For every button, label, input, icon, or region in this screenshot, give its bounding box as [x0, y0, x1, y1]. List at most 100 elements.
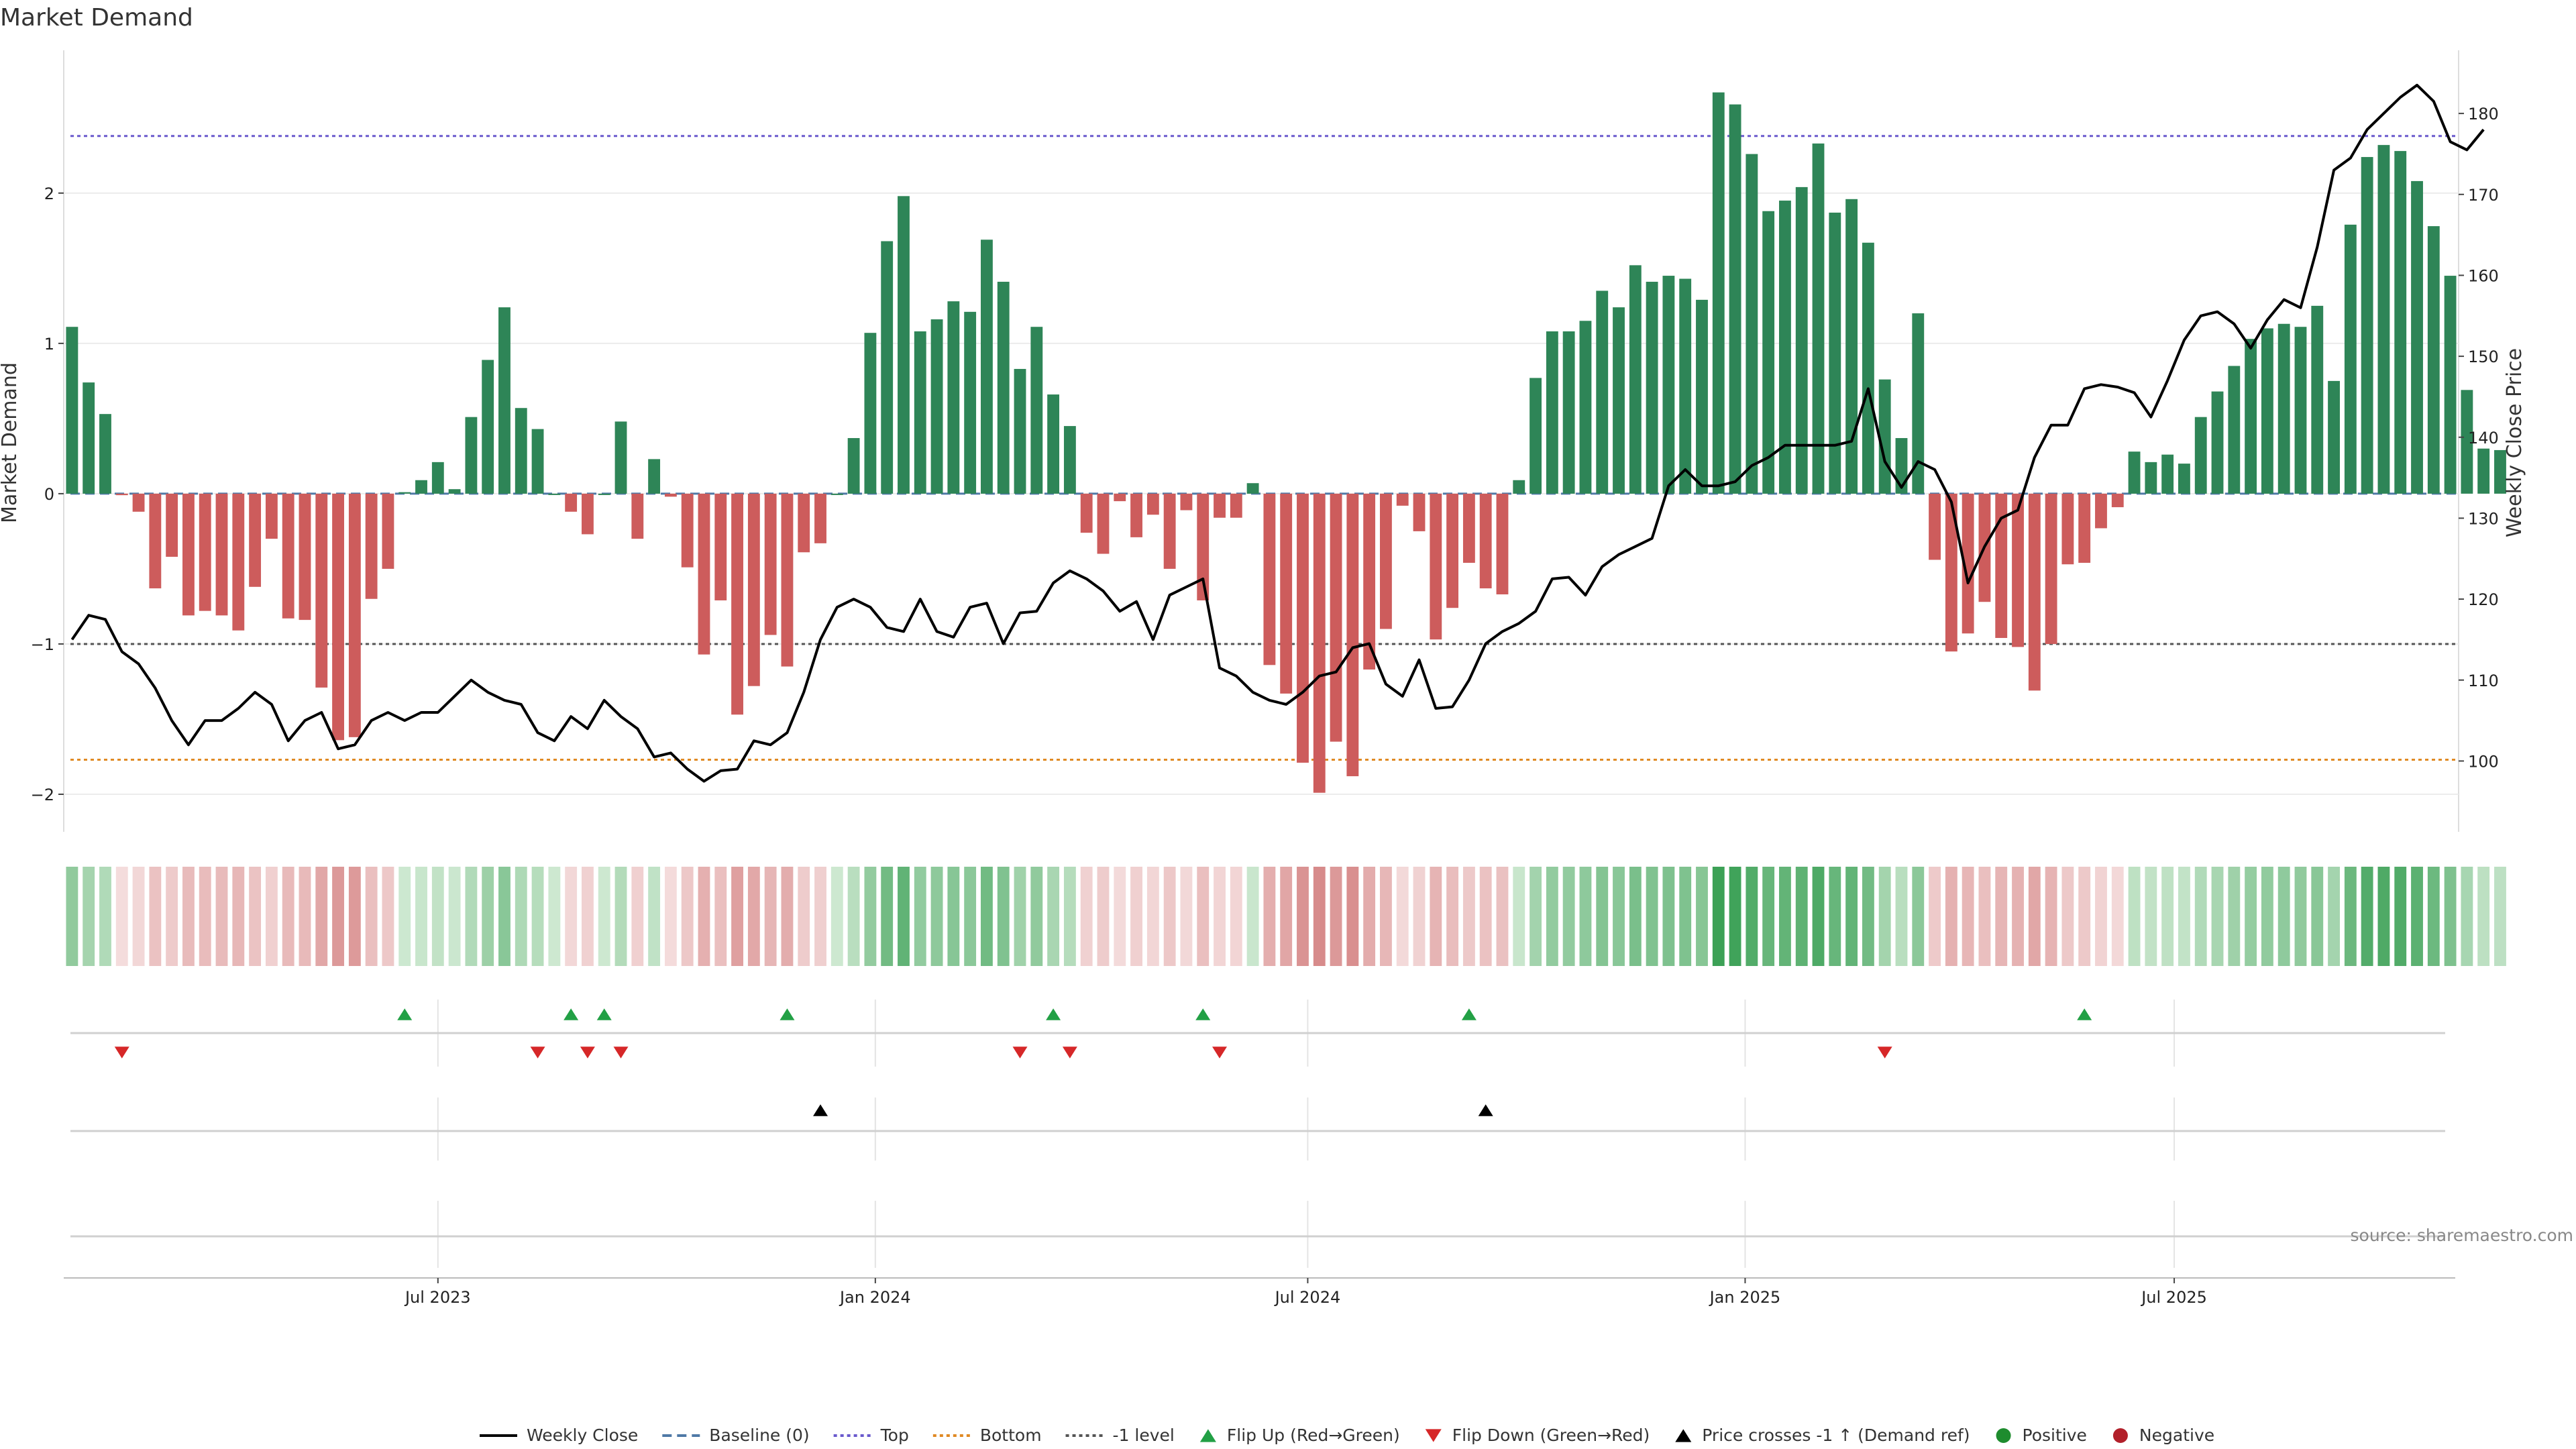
heat-cell-negative: [1097, 867, 1110, 966]
legend-label: Positive: [2023, 1426, 2087, 1445]
heat-cell-negative: [1114, 867, 1126, 966]
negative-demand-bar: [681, 493, 694, 568]
negative-demand-bar: [1130, 493, 1142, 537]
negative-demand-bar: [1313, 493, 1326, 793]
positive-demand-bar: [1812, 143, 1825, 494]
negative-demand-bar: [365, 493, 378, 599]
positive-demand-bar: [1829, 212, 1841, 494]
heat-cell-positive: [1696, 867, 1708, 966]
flip-up-marker: [2077, 1008, 2092, 1020]
heat-cell-positive: [1812, 867, 1825, 966]
negative-demand-bar: [315, 493, 328, 688]
negative-demand-bar: [1945, 493, 1957, 652]
flip-up-marker: [564, 1008, 579, 1020]
heat-cell-negative: [132, 867, 145, 966]
legend-entry: Top: [833, 1426, 909, 1445]
positive-demand-bar: [415, 480, 427, 494]
heat-cell-negative: [1446, 867, 1459, 966]
negative-demand-bar: [565, 493, 578, 512]
chart-title: Market Demand: [0, 4, 193, 32]
heat-cell-negative: [232, 867, 245, 966]
heat-cell-positive: [614, 867, 627, 966]
positive-demand-bar: [2194, 417, 2207, 494]
negative-demand-bar: [1430, 493, 1442, 640]
heat-cell-positive: [2128, 867, 2141, 966]
positive-demand-bar: [1696, 299, 1708, 494]
heat-cell-positive: [2161, 867, 2174, 966]
negative-demand-bar: [2045, 493, 2057, 644]
negative-demand-bar: [2095, 493, 2107, 529]
heat-cell-positive: [2277, 867, 2290, 966]
heat-cell-positive: [997, 867, 1010, 966]
negative-demand-bar: [1995, 493, 2008, 638]
heat-cell-positive: [1895, 867, 1908, 966]
legend-swatch: [2112, 1428, 2128, 1443]
event-markers: [114, 1008, 2092, 1116]
positive-demand-bar: [1845, 199, 1858, 494]
heat-cell-negative: [182, 867, 195, 966]
y2-tick-label: 110: [2468, 672, 2499, 690]
positive-demand-bar: [914, 331, 926, 494]
negative-demand-bar: [1962, 493, 1974, 634]
positive-demand-bar: [1546, 331, 1558, 494]
heat-cell-positive: [1546, 867, 1558, 966]
negative-demand-bar: [282, 493, 294, 619]
reference-lines: [70, 135, 2459, 761]
negative-demand-bar: [1080, 493, 1093, 533]
heat-cell-negative: [714, 867, 727, 966]
flip-down-marker: [114, 1046, 129, 1059]
negative-demand-bar: [1346, 493, 1359, 777]
heat-cell-positive: [431, 867, 444, 966]
positive-demand-bar: [2294, 327, 2307, 494]
legend-label: Bottom: [980, 1426, 1042, 1445]
positive-demand-bar: [1613, 307, 1625, 494]
heat-cell-negative: [299, 867, 311, 966]
heat-cell-positive: [2245, 867, 2257, 966]
heat-cell-positive: [2377, 867, 2390, 966]
negative-demand-bar: [2028, 493, 2041, 691]
heat-cell-positive: [515, 867, 527, 966]
heat-cell-positive: [1030, 867, 1043, 966]
heat-cell-positive: [66, 867, 78, 966]
legend-entry: Weekly Close: [480, 1426, 638, 1445]
heat-cell-positive: [1829, 867, 1841, 966]
y2-tick-label: 150: [2468, 347, 2499, 366]
heat-cell-negative: [1197, 867, 1210, 966]
negative-demand-bar: [1363, 493, 1376, 670]
negative-demand-bar: [698, 493, 710, 655]
heat-cell-negative: [1263, 867, 1276, 966]
heat-cell-positive: [1729, 867, 1741, 966]
heat-cell-positive: [1779, 867, 1791, 966]
y2-tick-label: 160: [2468, 266, 2499, 285]
negative-demand-bar: [249, 493, 262, 587]
heat-cell-positive: [2194, 867, 2207, 966]
positive-demand-bar: [2344, 224, 2357, 494]
positive-demand-bar: [2261, 328, 2273, 494]
heat-cell-negative: [215, 867, 228, 966]
heat-cell-positive: [930, 867, 943, 966]
legend-entry: Positive: [1996, 1426, 2087, 1445]
flip-up-marker: [1461, 1008, 1477, 1020]
positive-demand-bar: [1779, 201, 1791, 494]
heat-cell-positive: [2311, 867, 2324, 966]
heat-cell-positive: [448, 867, 461, 966]
heat-cell-positive: [830, 867, 843, 966]
heat-cell-negative: [698, 867, 710, 966]
event-row-grid: [437, 1000, 2176, 1268]
heat-cell-negative: [1479, 867, 1492, 966]
legend-entry: Negative: [2112, 1426, 2214, 1445]
legend-label: Baseline (0): [709, 1426, 809, 1445]
positive-demand-bar: [2328, 380, 2340, 494]
heat-cell-positive: [1712, 867, 1725, 966]
negative-demand-bar: [664, 493, 677, 497]
negative-demand-bar: [1146, 493, 1159, 515]
heat-cell-positive: [415, 867, 427, 966]
heat-cell-negative: [348, 867, 361, 966]
positive-demand-bar: [1030, 327, 1043, 494]
heat-cell-positive: [1047, 867, 1060, 966]
heat-cell-negative: [332, 867, 344, 966]
heat-cell-negative: [1230, 867, 1242, 966]
heat-cell-negative: [798, 867, 810, 966]
heat-cell-negative: [2095, 867, 2107, 966]
positive-demand-bar: [1513, 480, 1525, 494]
